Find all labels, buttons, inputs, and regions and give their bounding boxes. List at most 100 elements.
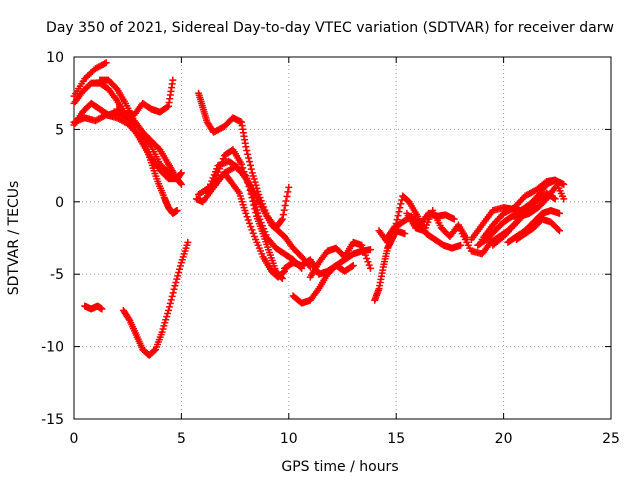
x-axis-label: GPS time / hours: [281, 459, 398, 475]
y-tick-label: 5: [55, 122, 64, 138]
data-point: [251, 178, 259, 186]
data-point: [450, 215, 458, 223]
data-point: [280, 268, 288, 276]
data-points: [70, 59, 568, 359]
data-point: [167, 296, 175, 304]
data-point: [246, 219, 254, 227]
series-track-3: [70, 111, 181, 217]
data-point: [359, 245, 367, 253]
data-point: [280, 206, 288, 214]
series-track-16: [306, 238, 374, 281]
series-track-10: [195, 157, 314, 271]
data-point: [554, 226, 562, 234]
data-point: [173, 206, 181, 214]
y-tick-label: -5: [50, 267, 64, 283]
data-point: [285, 183, 293, 191]
data-point: [251, 205, 259, 213]
data-point: [250, 201, 258, 209]
data-point: [401, 230, 409, 238]
data-point: [175, 269, 183, 277]
data-point: [278, 215, 286, 223]
data-point: [171, 282, 179, 290]
data-point: [176, 179, 184, 187]
data-point: [247, 165, 255, 173]
data-point: [168, 292, 176, 300]
data-point: [363, 254, 371, 262]
y-tick-label: 10: [46, 50, 64, 66]
data-point: [365, 261, 373, 269]
series-track-8: [119, 238, 192, 359]
data-point: [218, 158, 226, 166]
series-track-27: [512, 215, 563, 243]
data-point: [163, 313, 171, 321]
data-point: [248, 169, 256, 177]
data-point: [184, 238, 192, 246]
data-point: [158, 328, 166, 336]
data-point: [360, 248, 368, 256]
data-point: [164, 310, 172, 318]
series-track-6: [113, 76, 177, 119]
data-point: [551, 195, 559, 203]
series-track-5: [96, 76, 185, 188]
data-point: [247, 190, 255, 198]
data-point: [284, 188, 292, 196]
y-tick-label: -10: [41, 340, 64, 356]
data-point: [177, 180, 185, 188]
x-tick-label: 10: [280, 431, 298, 447]
data-point: [246, 186, 254, 194]
data-point: [358, 241, 366, 249]
x-tick-label: 5: [177, 431, 186, 447]
data-point: [250, 175, 258, 183]
data-point: [249, 197, 257, 205]
data-point: [277, 216, 285, 224]
x-tick-label: 25: [602, 431, 620, 447]
data-point: [396, 204, 404, 212]
data-point: [165, 303, 173, 311]
data-point: [560, 195, 568, 203]
data-point: [555, 209, 563, 217]
y-tick-label: 0: [55, 195, 64, 211]
data-point: [457, 241, 465, 249]
data-point: [244, 179, 252, 187]
y-tick-label: -15: [41, 412, 64, 428]
data-point: [125, 315, 133, 323]
series-track-26: [504, 206, 563, 246]
data-point: [244, 216, 252, 224]
data-point: [176, 265, 184, 273]
data-point: [551, 183, 559, 191]
data-point: [239, 164, 247, 172]
plot-frame: [73, 56, 612, 420]
data-point: [169, 76, 177, 84]
chart-title: Day 350 of 2021, Sidereal Day-to-day VTE…: [46, 20, 614, 36]
data-point: [252, 209, 260, 217]
data-point: [213, 171, 221, 179]
data-point: [550, 194, 558, 202]
data-point: [395, 208, 403, 216]
data-point: [219, 155, 227, 163]
data-point: [169, 289, 177, 297]
data-point: [217, 161, 225, 169]
data-point: [101, 60, 109, 68]
data-point: [362, 251, 370, 259]
data-point: [238, 160, 246, 168]
data-point: [245, 154, 253, 162]
data-point: [242, 143, 250, 151]
data-point: [247, 223, 255, 231]
data-point: [245, 182, 253, 190]
data-point: [240, 168, 248, 176]
data-point: [244, 150, 252, 158]
data-point: [241, 171, 249, 179]
data-point: [560, 180, 568, 188]
data-point: [242, 175, 250, 183]
data-point: [249, 172, 257, 180]
data-point: [397, 200, 405, 208]
x-tick-label: 20: [495, 431, 513, 447]
data-point: [249, 229, 257, 237]
x-tick-label: 15: [387, 431, 405, 447]
data-point: [98, 305, 106, 313]
data-point: [163, 103, 171, 111]
data-point: [555, 227, 563, 235]
data-point: [170, 285, 178, 293]
data-point: [242, 209, 250, 217]
